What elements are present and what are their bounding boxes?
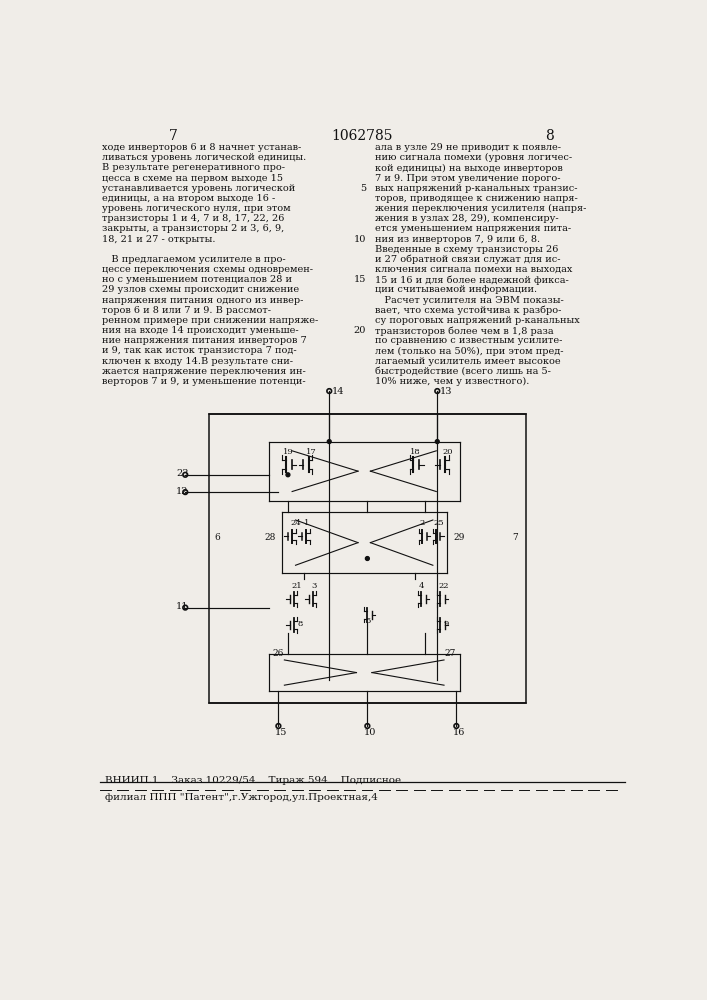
Text: 16: 16 [452, 728, 464, 737]
Text: ции считываемой информации.: ции считываемой информации. [375, 285, 537, 294]
Text: ние напряжения питания инверторов 7: ние напряжения питания инверторов 7 [103, 336, 307, 345]
Text: 1: 1 [304, 519, 310, 527]
Text: 14: 14 [332, 387, 344, 396]
Text: су пороговых напряжений р-канальных: су пороговых напряжений р-канальных [375, 316, 580, 325]
Text: 15: 15 [274, 728, 287, 737]
Text: уровень логического нуля, при этом: уровень логического нуля, при этом [103, 204, 291, 213]
Text: единицы, а на втором выходе 16 -: единицы, а на втором выходе 16 - [103, 194, 276, 203]
Text: 4: 4 [419, 582, 425, 590]
Circle shape [366, 557, 369, 560]
Text: ренном примере при снижении напряже-: ренном примере при снижении напряже- [103, 316, 319, 325]
Text: верторов 7 и 9, и уменьшение потенци-: верторов 7 и 9, и уменьшение потенци- [103, 377, 306, 386]
Text: 19: 19 [284, 448, 294, 456]
Text: 27: 27 [444, 649, 455, 658]
Text: устанавливается уровень логической: устанавливается уровень логической [103, 184, 296, 193]
Text: 29: 29 [453, 533, 464, 542]
Text: жения в узлах 28, 29), компенсиру-: жения в узлах 28, 29), компенсиру- [375, 214, 559, 223]
Text: 15: 15 [354, 275, 366, 284]
Text: Расчет усилителя на ЭВМ показы-: Расчет усилителя на ЭВМ показы- [375, 296, 564, 305]
Text: жается напряжение переключения ин-: жается напряжение переключения ин- [103, 367, 306, 376]
Bar [209, 414, 526, 703]
Text: 3: 3 [311, 582, 317, 590]
Text: 24: 24 [290, 519, 301, 527]
Text: торов 6 и 8 или 7 и 9. В рассмот-: торов 6 и 8 или 7 и 9. В рассмот- [103, 306, 271, 315]
Text: 6: 6 [215, 533, 221, 542]
Text: 7: 7 [513, 533, 518, 542]
Text: 21: 21 [292, 582, 303, 590]
Text: 7 и 9. При этом увеличение порого-: 7 и 9. При этом увеличение порого- [375, 174, 561, 183]
Text: ния на входе 14 происходит уменьше-: ния на входе 14 происходит уменьше- [103, 326, 299, 335]
Text: 26: 26 [272, 649, 284, 658]
Text: напряжения питания одного из инвер-: напряжения питания одного из инвер- [103, 296, 304, 305]
Text: Введенные в схему транзисторы 26: Введенные в схему транзисторы 26 [375, 245, 559, 254]
Text: и 9, так как исток транзистора 7 под-: и 9, так как исток транзистора 7 под- [103, 346, 297, 355]
Text: транзисторы 1 и 4, 7 и 8, 17, 22, 26: транзисторы 1 и 4, 7 и 8, 17, 22, 26 [103, 214, 285, 223]
Text: вает, что схема устойчива к разбро-: вает, что схема устойчива к разбро- [375, 306, 561, 315]
Text: кой единицы) на выходе инверторов: кой единицы) на выходе инверторов [375, 163, 563, 173]
Text: филиал ППП "Патент",г.Ужгород,ул.Проектная,4: филиал ППП "Патент",г.Ужгород,ул.Проектн… [105, 793, 378, 802]
Text: цессе переключения схемы одновремен-: цессе переключения схемы одновремен- [103, 265, 313, 274]
Text: нию сигнала помехи (уровня логичес-: нию сигнала помехи (уровня логичес- [375, 153, 572, 162]
Text: цесса в схеме на первом выходе 15: цесса в схеме на первом выходе 15 [103, 174, 284, 183]
Text: транзисторов более чем в 1,8 раза: транзисторов более чем в 1,8 раза [375, 326, 554, 336]
Text: 10: 10 [354, 235, 366, 244]
Text: 9: 9 [443, 620, 449, 628]
Text: ала в узле 29 не приводит к появле-: ала в узле 29 не приводит к появле- [375, 143, 561, 152]
Text: ется уменьшением напряжения пита-: ется уменьшением напряжения пита- [375, 224, 571, 233]
Text: ливаться уровень логической единицы.: ливаться уровень логической единицы. [103, 153, 307, 162]
Text: ВНИИП.1    Заказ 10229/54    Тираж 594    Подписное: ВНИИП.1 Заказ 10229/54 Тираж 594 Подписн… [105, 776, 402, 785]
Text: 18: 18 [410, 448, 421, 456]
Text: 23: 23 [176, 469, 189, 478]
Text: быстродействие (всего лишь на 5-: быстродействие (всего лишь на 5- [375, 367, 551, 376]
Text: 8: 8 [545, 129, 554, 143]
Circle shape [327, 440, 331, 443]
Text: вых напряжений р-канальных транзис-: вых напряжений р-канальных транзис- [375, 184, 578, 193]
Circle shape [286, 473, 290, 477]
Text: 25: 25 [433, 519, 444, 527]
Text: 29 узлов схемы происходит снижение: 29 узлов схемы происходит снижение [103, 285, 300, 294]
Text: жения переключения усилителя (напря-: жения переключения усилителя (напря- [375, 204, 587, 213]
Text: 20: 20 [442, 448, 452, 456]
Text: ходе инверторов 6 и 8 начнет устанав-: ходе инверторов 6 и 8 начнет устанав- [103, 143, 302, 152]
Text: ключения сигнала помехи на выходах: ключения сигнала помехи на выходах [375, 265, 573, 274]
Text: 11: 11 [176, 602, 189, 611]
Text: торов, приводящее к снижению напря-: торов, приводящее к снижению напря- [375, 194, 578, 203]
Text: закрыты, а транзисторы 2 и 3, 6, 9,: закрыты, а транзисторы 2 и 3, 6, 9, [103, 224, 285, 233]
Text: но с уменьшением потенциалов 28 и: но с уменьшением потенциалов 28 и [103, 275, 292, 284]
Text: 10% ниже, чем у известного).: 10% ниже, чем у известного). [375, 377, 530, 386]
Text: 22: 22 [438, 582, 449, 590]
Text: ния из инверторов 7, 9 или 6, 8.: ния из инверторов 7, 9 или 6, 8. [375, 235, 540, 244]
Text: 12: 12 [176, 487, 189, 496]
Text: 1062785: 1062785 [331, 129, 392, 143]
Text: 28: 28 [264, 533, 276, 542]
Text: и 27 обратной связи служат для ис-: и 27 обратной связи служат для ис- [375, 255, 561, 264]
Text: 8: 8 [298, 620, 303, 628]
Text: 18, 21 и 27 - открыты.: 18, 21 и 27 - открыты. [103, 235, 216, 244]
Text: 5: 5 [365, 617, 370, 625]
Text: 15 и 16 и для более надежной фикса-: 15 и 16 и для более надежной фикса- [375, 275, 569, 285]
Text: лагаемый усилитель имеет высокое: лагаемый усилитель имеет высокое [375, 357, 561, 366]
Text: В предлагаемом усилителе в про-: В предлагаемом усилителе в про- [103, 255, 286, 264]
Text: лем (только на 50%), при этом пред-: лем (только на 50%), при этом пред- [375, 346, 563, 356]
Text: 13: 13 [440, 387, 452, 396]
Text: 7: 7 [169, 129, 178, 143]
Text: ключен к входу 14.В результате сни-: ключен к входу 14.В результате сни- [103, 357, 293, 366]
Text: 5: 5 [360, 184, 366, 193]
Text: 10: 10 [363, 728, 376, 737]
Text: В результате регенеративного про-: В результате регенеративного про- [103, 163, 286, 172]
Text: 17: 17 [305, 448, 316, 456]
Circle shape [436, 440, 439, 443]
Text: 2: 2 [420, 519, 425, 527]
Text: 20: 20 [354, 326, 366, 335]
Text: по сравнению с известным усилите-: по сравнению с известным усилите- [375, 336, 563, 345]
